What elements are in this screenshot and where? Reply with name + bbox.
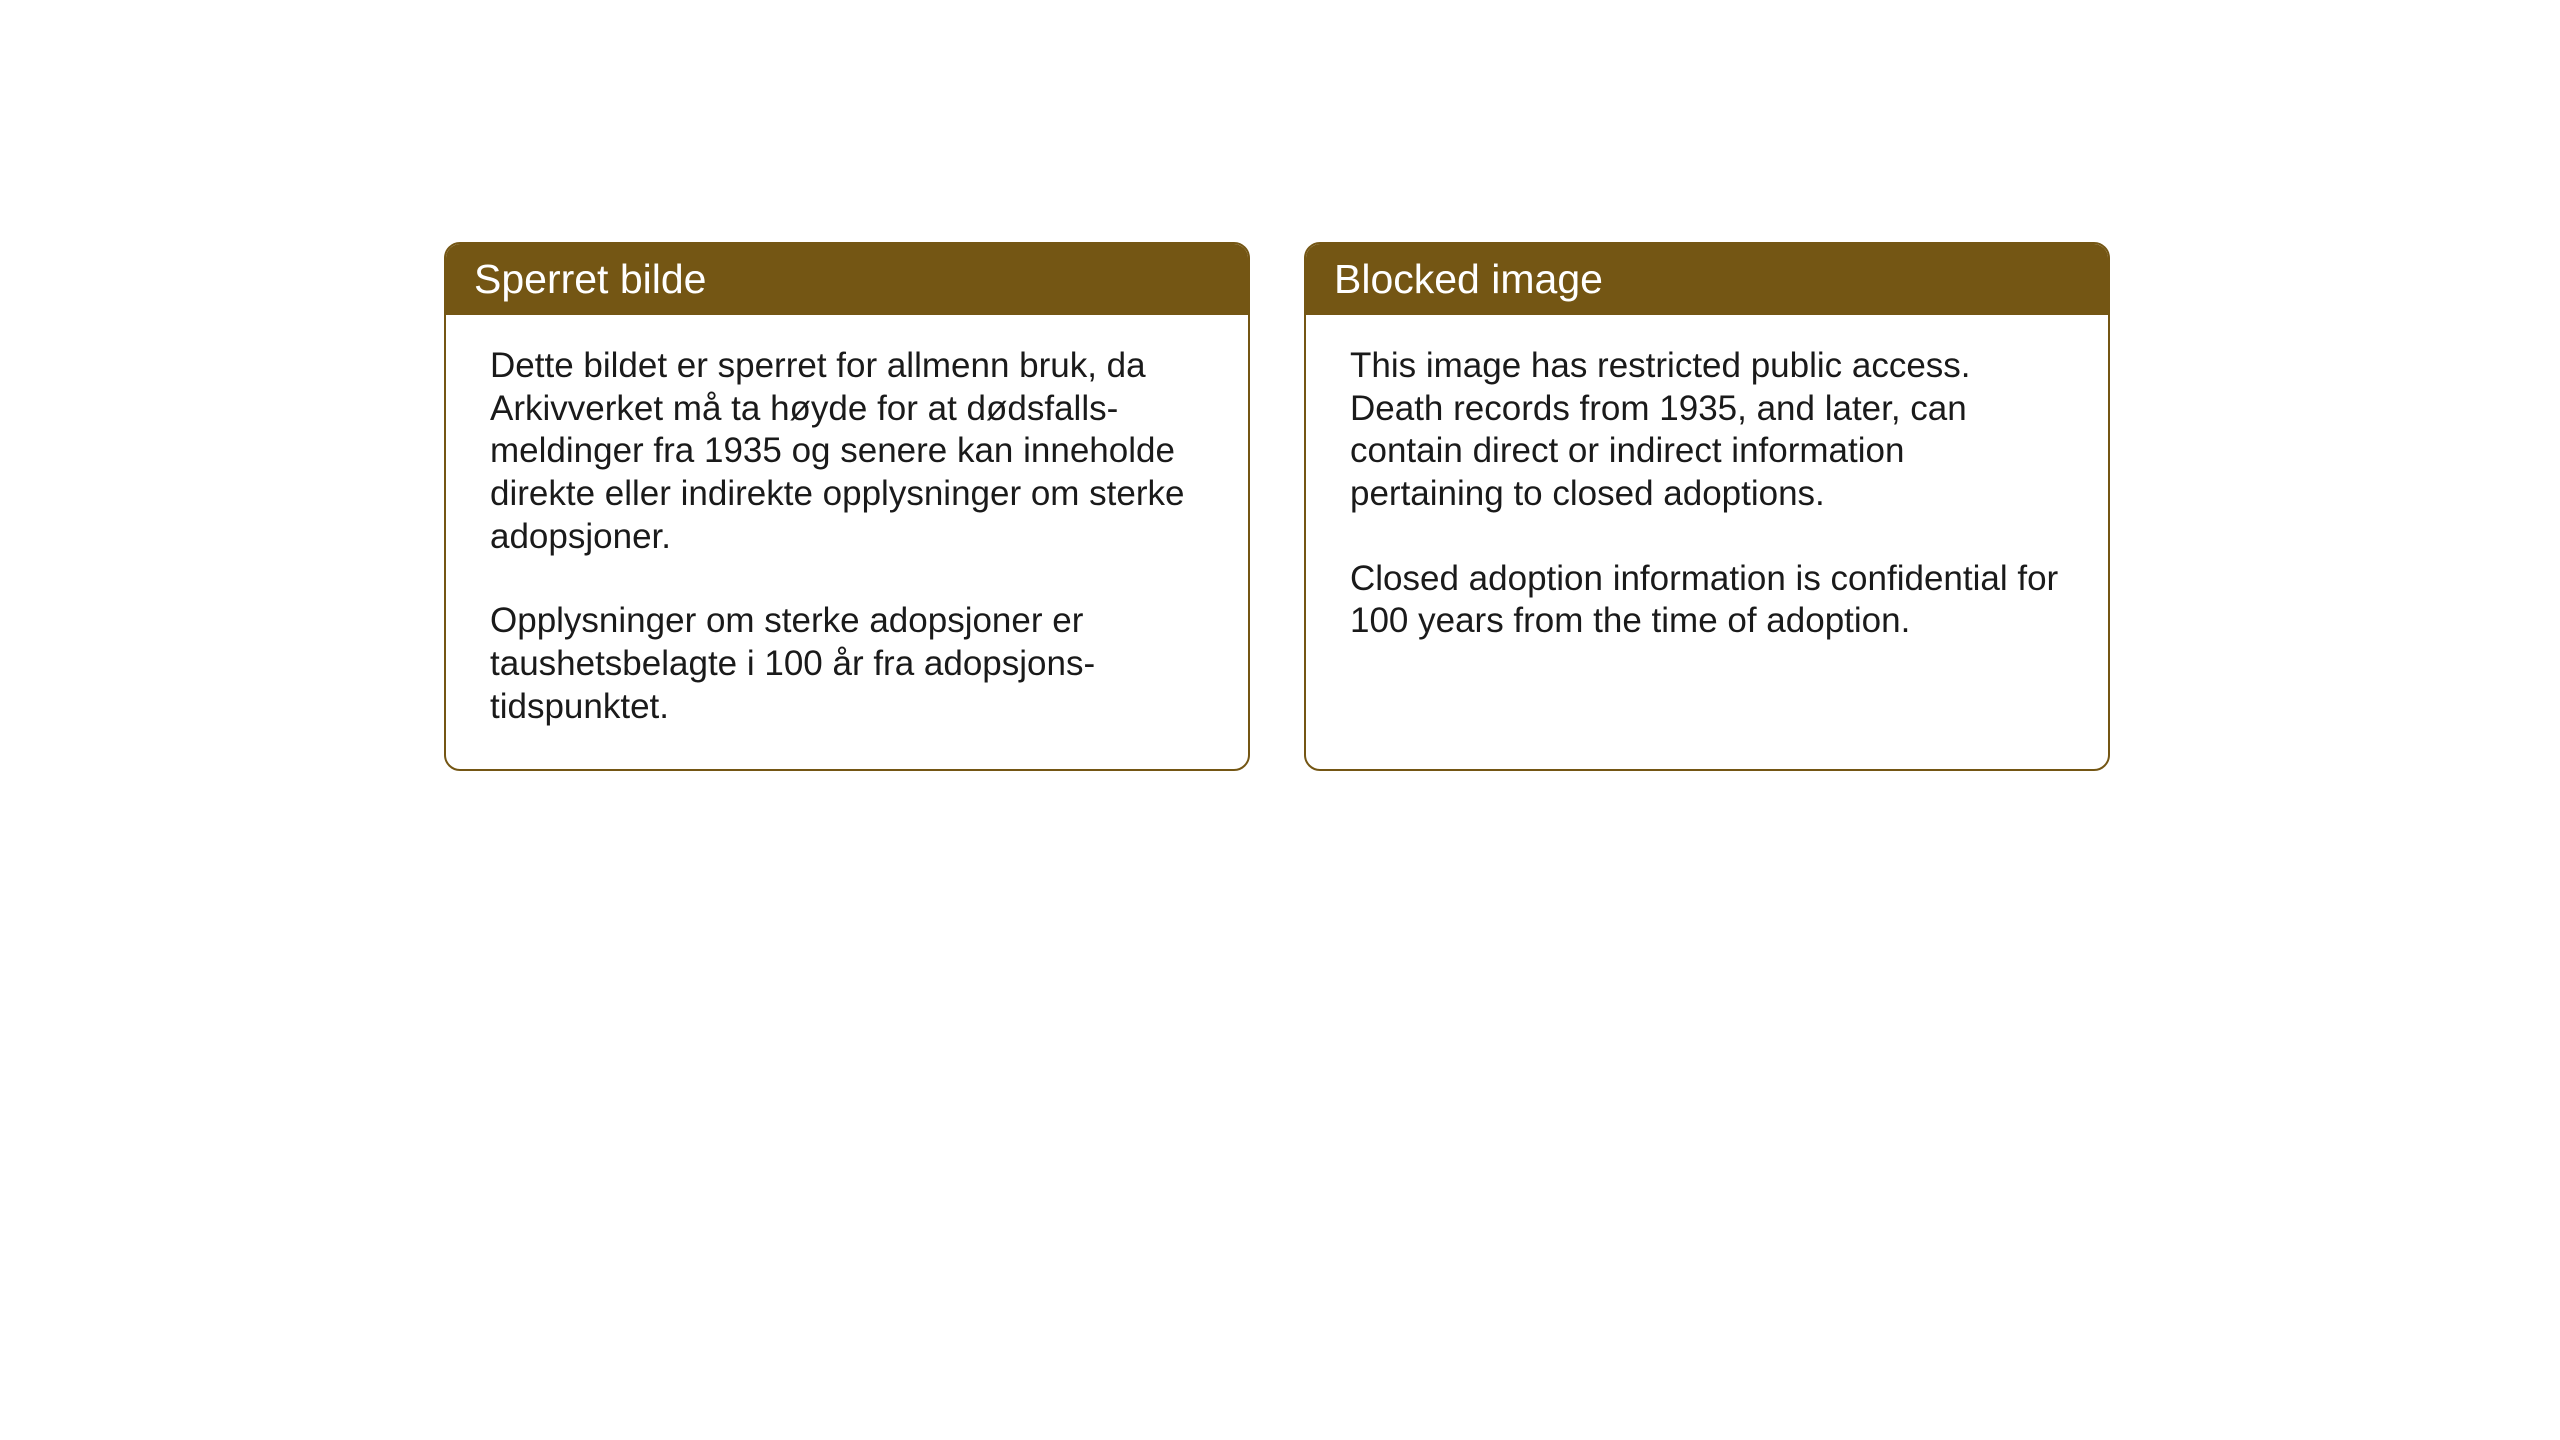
norwegian-notice-card: Sperret bilde Dette bildet er sperret fo… bbox=[444, 242, 1250, 771]
notice-container: Sperret bilde Dette bildet er sperret fo… bbox=[444, 242, 2110, 771]
english-paragraph-1: This image has restricted public access.… bbox=[1350, 345, 2064, 516]
english-notice-card: Blocked image This image has restricted … bbox=[1304, 242, 2110, 771]
norwegian-paragraph-2: Opplysninger om sterke adopsjoner er tau… bbox=[490, 600, 1204, 728]
norwegian-paragraph-1: Dette bildet er sperret for allmenn bruk… bbox=[490, 345, 1204, 558]
english-card-title: Blocked image bbox=[1306, 244, 2108, 315]
english-paragraph-2: Closed adoption information is confident… bbox=[1350, 558, 2064, 643]
norwegian-card-body: Dette bildet er sperret for allmenn bruk… bbox=[446, 315, 1248, 769]
norwegian-card-title: Sperret bilde bbox=[446, 244, 1248, 315]
english-card-body: This image has restricted public access.… bbox=[1306, 315, 2108, 727]
